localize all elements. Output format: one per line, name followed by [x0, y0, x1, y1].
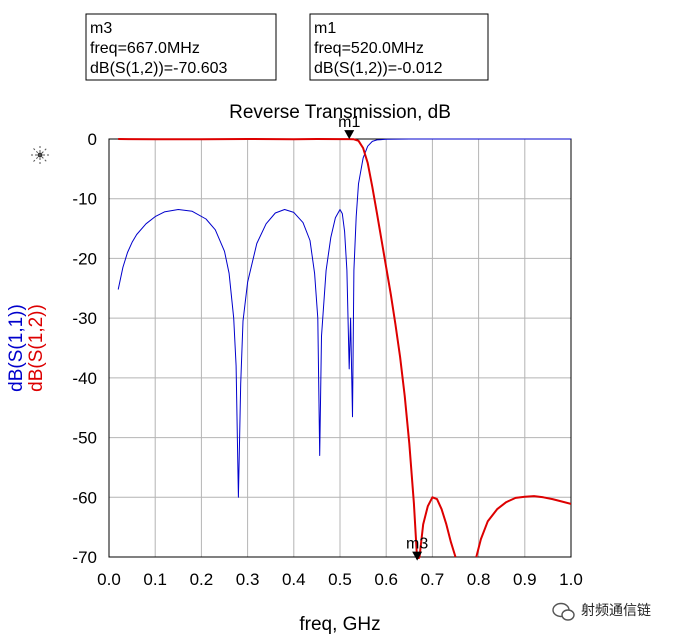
x-tick-label: 0.4: [282, 570, 306, 589]
y-tick-label: -30: [72, 309, 97, 328]
watermark-text: 射频通信链: [581, 603, 651, 619]
x-tick-label: 0.2: [190, 570, 214, 589]
y-tick-labels: 0 -10 -20 -30 -40 -50 -60 -70: [72, 130, 97, 567]
x-tick-label: 0.5: [328, 570, 352, 589]
y-tick-label: -40: [72, 369, 97, 388]
x-tick-label: 0.9: [513, 570, 537, 589]
marker-box-m1-line2: freq=520.0MHz: [314, 40, 424, 57]
x-tick-label: 0.6: [374, 570, 398, 589]
marker-box-m3: m3 freq=667.0MHz dB(S(1,2))=-70.603: [85, 13, 277, 81]
y-axis-label-s11: dB(S(1,1)): [6, 304, 27, 392]
x-tick-label: 0.7: [421, 570, 445, 589]
series-line-s11: [117, 138, 571, 498]
marker-m3-triangle: [412, 551, 423, 561]
marker-box-m3-line1: m3: [90, 20, 112, 37]
x-tick-label: 0.8: [467, 570, 491, 589]
marker-m1-triangle: [344, 130, 355, 140]
marker-box-m3-line3: dB(S(1,2))=-70.603: [90, 60, 228, 77]
watermark: 射频通信链: [552, 602, 651, 621]
agilent-spark-icon: [31, 146, 49, 164]
grid-lines: [109, 139, 571, 557]
series-group: [117, 138, 571, 559]
marker-box-m1: m1 freq=520.0MHz dB(S(1,2))=-0.012: [309, 13, 489, 81]
marker-box-m1-frame: [309, 13, 489, 81]
y-axis-label-s12: dB(S(1,2)): [26, 304, 47, 392]
x-tick-label: 1.0: [559, 570, 583, 589]
x-tick-label: 0.1: [143, 570, 167, 589]
marker-box-m3-line2: freq=667.0MHz: [90, 40, 200, 57]
plot-area: 0.0 0.1 0.2 0.3 0.4 0.5 0.6 0.7 0.8 0.9 1.0 0 -10 -2…: [72, 114, 582, 589]
y-tick-label: -10: [72, 190, 97, 209]
markers-group: m1 m3: [338, 114, 428, 561]
y-tick-label: -70: [72, 548, 97, 567]
y-tick-label: -20: [72, 249, 97, 268]
marker-m1-label: m1: [338, 114, 360, 131]
marker-box-m1-line1: m1: [314, 20, 336, 37]
x-axis-label: freq, GHz: [299, 614, 380, 635]
y-tick-label: -50: [72, 429, 97, 448]
marker-box-m3-frame: [85, 13, 277, 81]
x-tick-label: 0.3: [236, 570, 260, 589]
chart-title: Reverse Transmission, dB: [229, 102, 451, 123]
series-line-s12: [118, 138, 571, 559]
x-tick-labels: 0.0 0.1 0.2 0.3 0.4 0.5 0.6 0.7 0.8 0.9 1.0: [97, 570, 583, 589]
y-tick-label: -60: [72, 488, 97, 507]
y-tick-label: 0: [88, 130, 97, 149]
marker-m3-label: m3: [406, 536, 428, 553]
wechat-icon: [552, 602, 575, 621]
x-tick-label: 0.0: [97, 570, 121, 589]
marker-box-m1-line3: dB(S(1,2))=-0.012: [314, 60, 443, 77]
